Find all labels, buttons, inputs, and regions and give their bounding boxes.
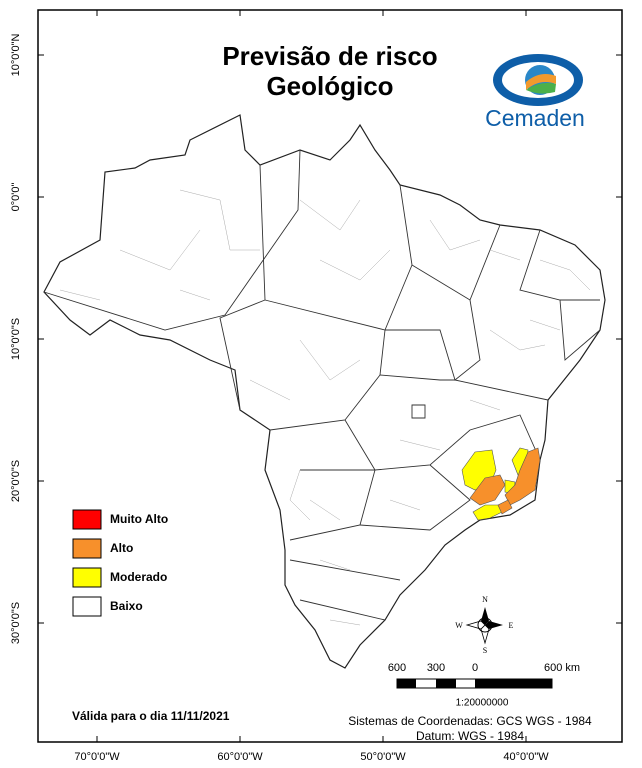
coordinate-system: Sistemas de Coordenadas: GCS WGS - 1984	[348, 714, 592, 728]
legend-label: Moderado	[110, 570, 167, 584]
legend-swatch	[72, 509, 102, 530]
lat-label: 30°0'0"S	[10, 602, 22, 644]
legend-swatch	[72, 538, 102, 559]
logo-text: Cemaden	[485, 105, 585, 131]
title-line: Previsão de risco	[222, 41, 437, 71]
scale-ratio: 1:20000000	[456, 698, 509, 709]
lat-label: 0°0'0"	[10, 183, 22, 212]
scale-label: 300	[427, 662, 445, 674]
legend-swatch	[72, 567, 102, 588]
scale-label: 0	[472, 662, 478, 674]
lon-label: 40°0'0"W	[503, 751, 549, 763]
datum: Datum: WGS - 1984	[416, 729, 524, 743]
legend-label: Baixo	[110, 599, 143, 613]
compass-south: S	[483, 646, 487, 655]
scale-bar: 600 300 0 600 km 1:20000000	[388, 662, 580, 709]
graticule: 10°0'0"N 0°0'0" 10°0'0"S 20°0'0"S 30°0'0"S 70…	[10, 10, 622, 763]
scale-label: 600 km	[544, 662, 580, 674]
risk-area	[497, 499, 513, 515]
lat-label: 20°0'0"S	[10, 460, 22, 502]
validity: Válida para o dia 11/11/2021	[72, 709, 230, 723]
compass-east: E	[509, 621, 514, 630]
title-line: Geológico	[266, 71, 393, 101]
risk-area	[469, 474, 506, 506]
compass-west: W	[455, 621, 463, 630]
lat-label: 10°0'0"S	[10, 318, 22, 360]
legend-swatch	[72, 596, 102, 617]
risk-areas	[461, 447, 541, 521]
legend-label: Muito Alto	[110, 512, 168, 526]
legend: Muito Alto Alto Moderado Baixo	[72, 509, 168, 617]
lon-label: 50°0'0"W	[360, 751, 406, 763]
risk-area	[504, 447, 541, 506]
municipal-borders	[59, 189, 591, 626]
scale-label: 600	[388, 662, 406, 674]
lon-label: 60°0'0"W	[217, 751, 263, 763]
lat-label: 10°0'0"N	[10, 34, 22, 77]
compass-north: N	[482, 595, 488, 604]
legend-label: Alto	[110, 541, 133, 555]
logo: Cemaden	[485, 54, 585, 131]
state-borders	[43, 149, 601, 621]
compass: N S E W	[455, 595, 513, 655]
lon-label: 70°0'0"W	[74, 751, 120, 763]
